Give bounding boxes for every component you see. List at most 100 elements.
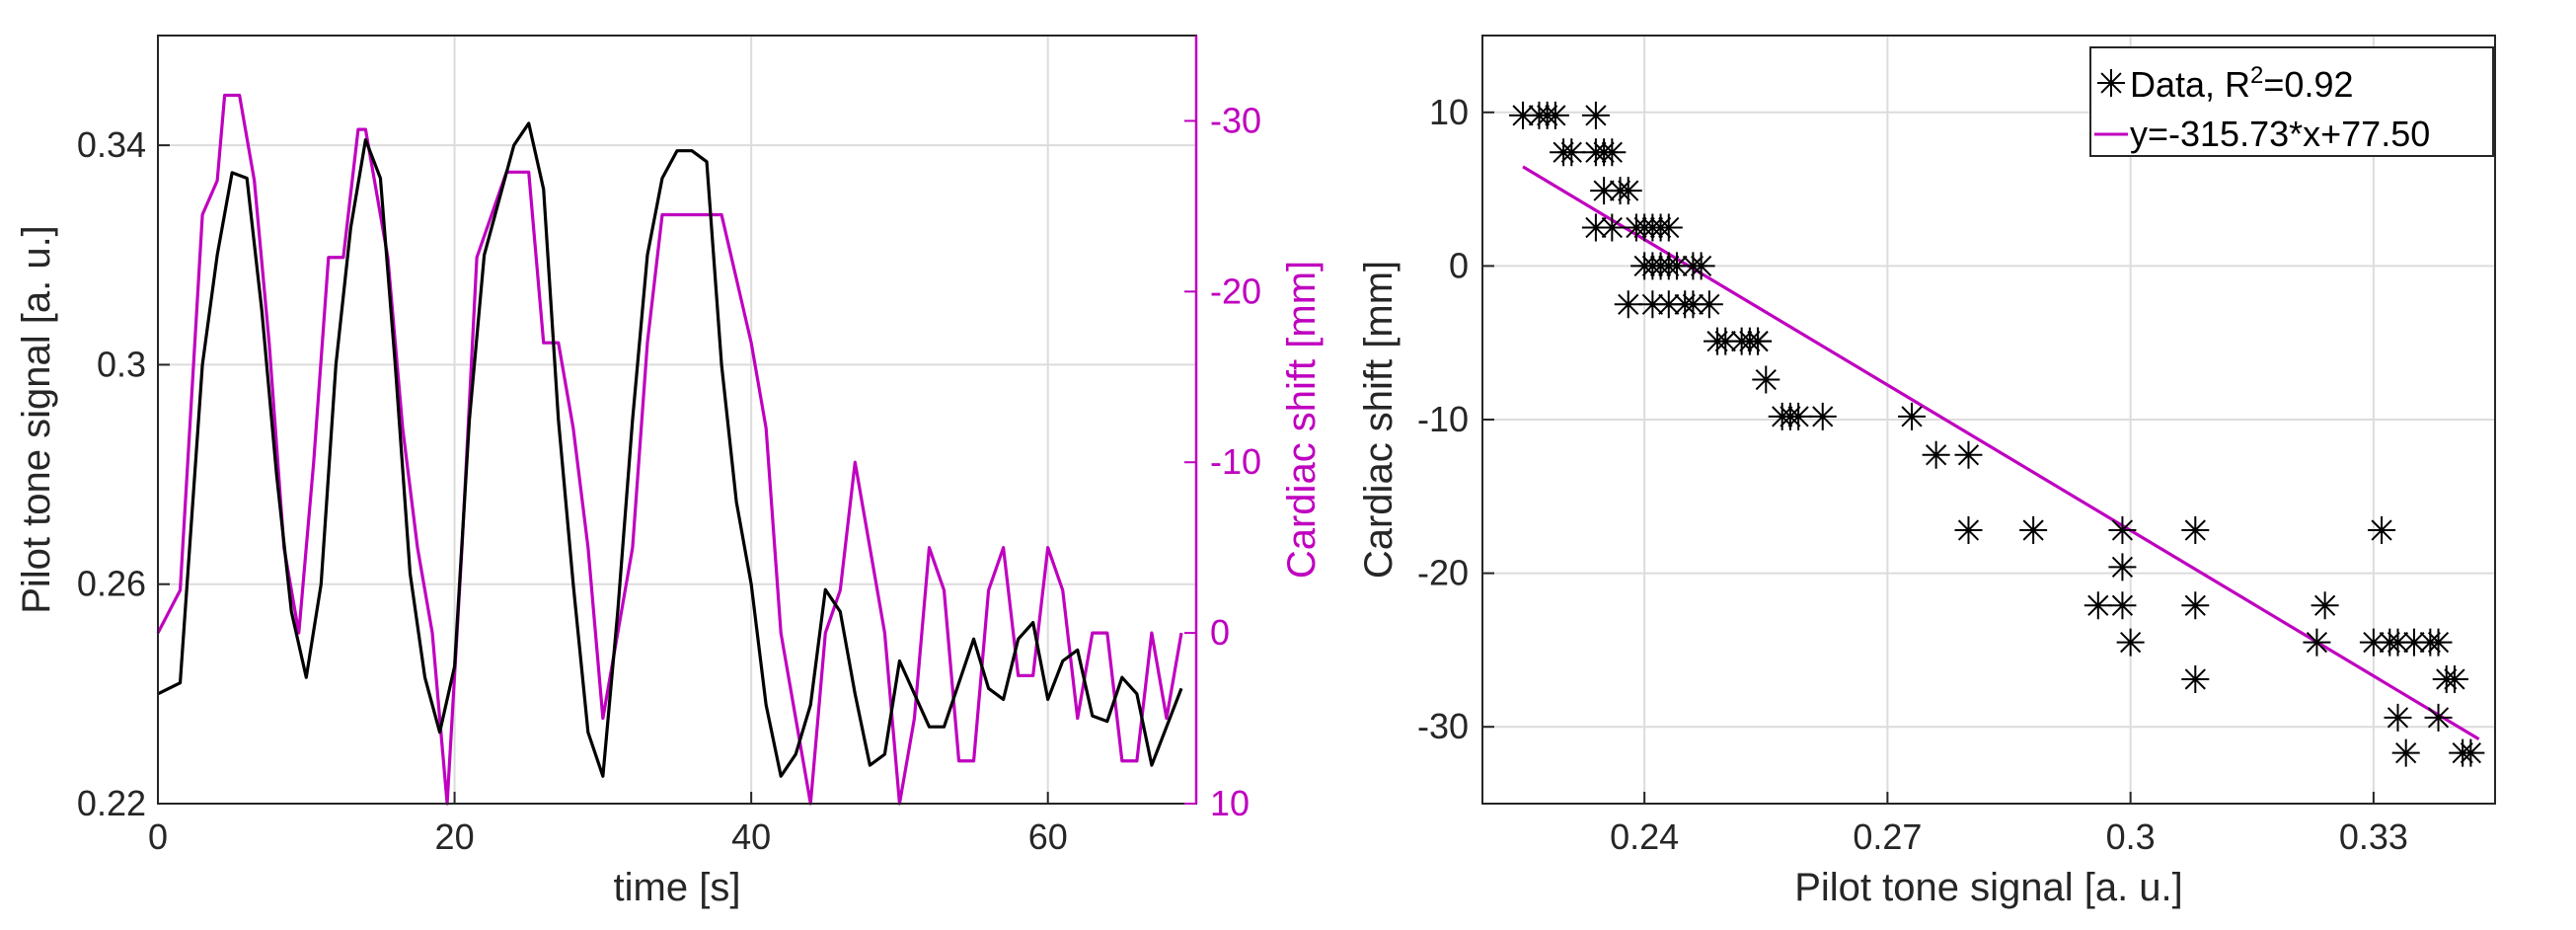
- data-point: [1744, 327, 1773, 355]
- data-point: [1654, 290, 1683, 319]
- data-point: [1581, 101, 1610, 129]
- legend-star-icon: [2097, 69, 2125, 97]
- data-point: [1614, 290, 1642, 319]
- data-point: [1598, 213, 1627, 242]
- data-point: [1509, 101, 1538, 129]
- data-point: [2359, 628, 2387, 657]
- right-y-tick-label: 0: [1210, 612, 1230, 653]
- scatter-x-tick-label: 0.27: [1853, 816, 1922, 857]
- data-point: [2311, 591, 2339, 620]
- data-point: [2368, 516, 2396, 545]
- right-y-tick-labels: 10 0 -10 -20 -30: [1210, 100, 1261, 823]
- right-y-tick-label: -20: [1210, 271, 1261, 311]
- left-y-tick-labels: 0.22 0.26 0.3 0.34: [77, 124, 146, 823]
- right-y-tick-label: -10: [1210, 441, 1261, 482]
- cardiac-shift-series: [156, 93, 1183, 806]
- time-series-chart: 0 20 40 60 0.22 0.26 0.3 0.34 10 0 -10 -20 -30 tim…: [15, 35, 1324, 909]
- data-point: [2384, 703, 2412, 732]
- data-point: [2181, 664, 2210, 693]
- data-point: [1954, 516, 1983, 545]
- scatter-chart: 0.24 0.27 0.3 0.33 -30 -20 -10 0 10 Pilot tone …: [1357, 35, 2496, 909]
- legend-r2-superscript: 2: [2250, 62, 2263, 89]
- right-y-tick-label: 10: [1210, 783, 1250, 823]
- data-point: [1590, 177, 1619, 205]
- fit-line: [1522, 165, 2480, 740]
- legend-data-label: Data, R2=0.92: [2130, 62, 2354, 105]
- legend-r2-value: =0.92: [2263, 64, 2353, 105]
- data-point: [2019, 516, 2048, 545]
- data-point: [1662, 252, 1691, 280]
- right-y-axis-label: Cardiac shift [mm]: [1280, 261, 1324, 579]
- data-point: [1638, 290, 1667, 319]
- data-point: [1557, 138, 1586, 167]
- left-x-tick-label: 20: [435, 816, 475, 857]
- left-x-tick-label: 60: [1028, 816, 1068, 857]
- data-point: [2391, 738, 2420, 767]
- cardiac-shift-line: [156, 93, 1183, 806]
- scatter-ticks: [1482, 111, 2375, 804]
- scatter-x-tick-label: 0.24: [1610, 816, 1679, 857]
- data-point: [1922, 440, 1950, 469]
- data-point: [1614, 177, 1642, 205]
- data-point: [2084, 591, 2112, 620]
- left-y-axis-label: Pilot tone signal [a. u.]: [15, 225, 58, 614]
- left-y-tick-label: 0.34: [77, 124, 146, 165]
- right-y-tick-label: -30: [1210, 100, 1261, 140]
- data-point: [2424, 628, 2453, 657]
- scatter-y-tick-label: 10: [1429, 92, 1469, 132]
- scatter-y-tick-label: -10: [1417, 399, 1469, 439]
- data-point: [1752, 365, 1780, 394]
- data-point: [2108, 591, 2137, 620]
- scatter-y-axis-label: Cardiac shift [mm]: [1357, 261, 1401, 579]
- data-point: [2181, 591, 2210, 620]
- scatter-y-tick-labels: -30 -20 -10 0 10: [1417, 92, 1469, 746]
- scatter-y-tick-label: -30: [1417, 706, 1469, 746]
- left-x-tick-label: 0: [148, 816, 168, 857]
- data-point: [2384, 628, 2412, 657]
- scatter-x-axis-label: Pilot tone signal [a. u.]: [1794, 866, 2183, 909]
- legend-box: [2089, 46, 2494, 157]
- data-point: [1581, 138, 1610, 167]
- left-y-tick-label: 0.3: [97, 344, 146, 384]
- left-y-tick-label: 0.26: [77, 564, 146, 604]
- left-x-tick-label: 40: [731, 816, 771, 857]
- left-y-tick-label: 0.22: [77, 783, 146, 823]
- legend-data-text: Data, R: [2130, 64, 2250, 105]
- data-point: [2303, 628, 2331, 657]
- data-point: [1711, 327, 1740, 355]
- scatter-x-tick-label: 0.33: [2339, 816, 2408, 857]
- data-point: [1687, 252, 1715, 280]
- scatter-points: [1509, 101, 2485, 767]
- data-point: [1581, 213, 1610, 242]
- data-point: [2116, 628, 2145, 657]
- data-point: [2108, 553, 2137, 581]
- scatter-y-tick-label: 0: [1449, 245, 1469, 285]
- data-point: [2440, 664, 2468, 693]
- left-ticks: [157, 36, 1198, 805]
- data-point: [2424, 703, 2453, 732]
- pilot-tone-series: [157, 121, 1183, 778]
- data-point: [1598, 138, 1627, 167]
- legend-data-marker: [2097, 69, 2125, 97]
- scatter-x-tick-label: 0.3: [2106, 816, 2156, 857]
- data-point: [2457, 738, 2485, 767]
- scatter-y-tick-label: -20: [1417, 553, 1469, 593]
- data-point: [1898, 402, 1927, 430]
- data-point: [2181, 516, 2210, 545]
- data-point: [1541, 101, 1569, 129]
- data-point: [1954, 440, 1983, 469]
- data-point: [1679, 290, 1707, 319]
- data-point: [1654, 213, 1683, 242]
- data-point: [1808, 402, 1837, 430]
- left-x-axis-label: time [s]: [614, 866, 741, 909]
- left-x-tick-labels: 0 20 40 60: [148, 816, 1068, 857]
- data-point: [2399, 628, 2428, 657]
- data-point: [1784, 402, 1813, 430]
- data-point: [1695, 290, 1723, 319]
- pilot-tone-line: [157, 121, 1183, 778]
- fit-line-group: [1522, 165, 2480, 740]
- data-point: [2108, 516, 2137, 545]
- legend-fit-label: y=-315.73*x+77.50: [2130, 114, 2430, 154]
- scatter-x-tick-labels: 0.24 0.27 0.3 0.33: [1610, 816, 2408, 857]
